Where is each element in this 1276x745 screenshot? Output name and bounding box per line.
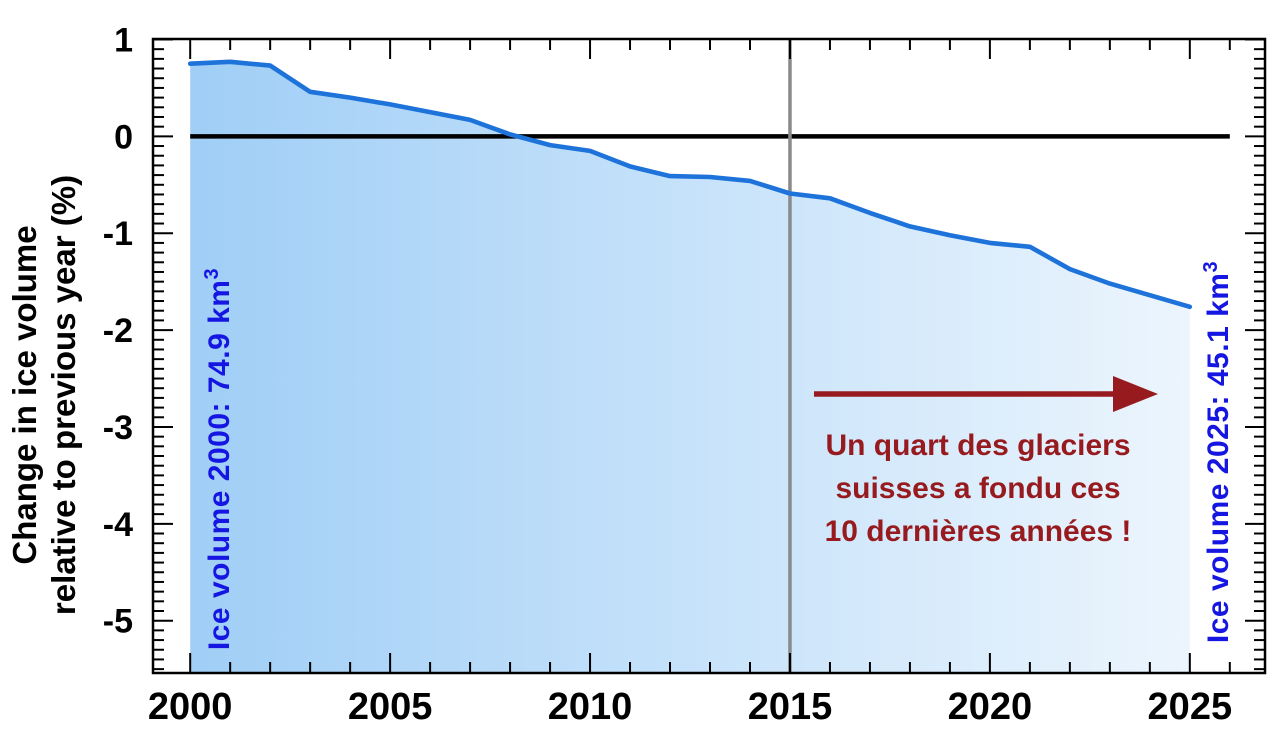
annotation-ice-volume-2000-sup: 3 [201,267,223,280]
annotation-melt-note-line3: 10 dernières années ! [824,515,1132,548]
x-tick-labels: 2000 2005 2010 2015 2020 2025 [148,686,1232,728]
annotation-ice-volume-2000: Ice volume 2000: 74.9 km3 [201,267,237,651]
ice-volume-change-line [187,59,1193,310]
annotation-melt-note-line1: Un quart des glaciers [825,429,1131,462]
annotation-ice-volume-2025: Ice volume 2025: 45.1 km3 [1200,260,1236,644]
annotation-melt-note: Un quart des glaciers suisses a fondu ce… [780,424,1176,553]
axis-ticks [153,38,1265,673]
y-tick-label: 0 [114,118,133,156]
x-tick-label: 2020 [948,686,1033,728]
x-tick-label: 2005 [348,686,433,728]
y-tick-label: -4 [103,506,133,544]
y-tick-label: -3 [103,409,133,447]
x-tick-label: 2000 [148,686,233,728]
y-tick-label: -5 [103,603,133,641]
x-tick-label: 2015 [748,686,833,728]
y-axis-title-line1: Change in ice volume [6,225,43,565]
red-arrow-right [814,376,1158,412]
x-tick-label: 2010 [548,686,633,728]
x-tick-label: 2025 [1148,686,1233,728]
annotation-ice-volume-2000-text: Ice volume 2000: 74.9 km [203,279,236,651]
area-fill [190,61,1190,674]
y-tick-label: 1 [114,21,133,59]
annotation-ice-volume-2025-sup: 3 [1200,260,1222,273]
annotation-ice-volume-2025-text: Ice volume 2025: 45.1 km [1202,272,1235,644]
y-axis-title: Change in ice volume relative to previou… [5,175,83,615]
y-tick-labels: 1 0 -1 -2 -3 -4 -5 [103,21,133,640]
y-tick-label: -1 [103,215,133,253]
y-tick-label: -2 [103,312,133,350]
annotation-melt-note-line2: suisses a fondu ces [835,472,1121,505]
plot-frame [151,37,1267,675]
y-axis-title-line2: relative to previous year (%) [45,174,82,616]
